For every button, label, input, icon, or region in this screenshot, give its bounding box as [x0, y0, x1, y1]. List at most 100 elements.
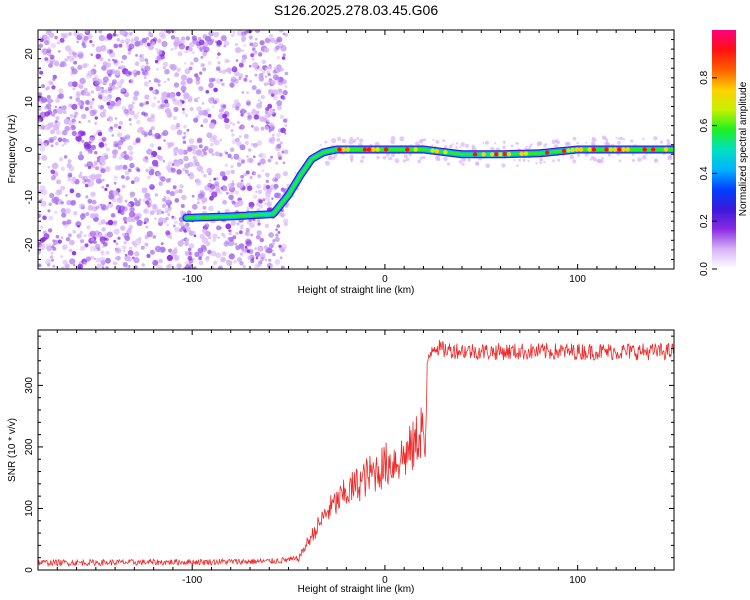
ridge-hotspot [608, 147, 613, 152]
noise-point [73, 115, 77, 119]
noise-point [163, 139, 166, 142]
noise-point [204, 223, 210, 229]
noise-point [107, 94, 113, 100]
noise-point [228, 194, 234, 200]
noise-point [184, 169, 189, 174]
noise-point [241, 54, 248, 60]
noise-point [154, 132, 161, 140]
noise-point [75, 97, 80, 102]
noise-point [143, 209, 148, 213]
noise-point [216, 56, 219, 60]
noise-point [198, 86, 204, 92]
noise-point [114, 69, 121, 76]
noise-point [86, 161, 94, 168]
noise-point [206, 132, 213, 139]
halo-point [356, 137, 360, 140]
noise-point [118, 85, 122, 89]
ridge-hotspot [574, 147, 580, 152]
noise-point [228, 182, 234, 189]
noise-point [283, 218, 289, 224]
halo-point [642, 155, 647, 160]
noise-point [227, 153, 232, 158]
snr-xlabel: Height of straight line (km) [298, 584, 415, 595]
noise-point [146, 253, 151, 258]
noise-point [157, 105, 163, 110]
noise-point [165, 210, 169, 213]
noise-point [120, 225, 126, 231]
noise-point [258, 52, 263, 57]
noise-point [77, 53, 84, 59]
noise-point [236, 182, 243, 189]
noise-point [152, 203, 158, 210]
noise-point [90, 174, 96, 180]
chart-title: S126.2025.278.03.45.G06 [273, 2, 439, 18]
halo-point [442, 139, 446, 143]
noise-point [43, 143, 48, 147]
noise-point [205, 108, 211, 113]
spectrogram-marks [38, 30, 674, 269]
noise-point [111, 213, 116, 218]
noise-point [261, 65, 266, 69]
noise-point [267, 65, 273, 70]
noise-point [111, 81, 116, 86]
noise-point [71, 251, 77, 256]
noise-point [149, 210, 155, 216]
halo-point [402, 159, 406, 163]
noise-point [207, 182, 213, 188]
y-tick-label: 10 [24, 96, 35, 108]
noise-point [107, 86, 113, 91]
noise-point [258, 204, 264, 209]
noise-point [144, 242, 149, 247]
noise-point [123, 92, 130, 98]
noise-point [56, 94, 61, 99]
noise-point [246, 155, 249, 158]
noise-point [200, 244, 207, 251]
noise-point [194, 158, 199, 163]
halo-point [423, 138, 427, 142]
noise-point [180, 204, 185, 208]
noise-point [79, 213, 86, 220]
noise-point [253, 155, 256, 159]
noise-point [160, 176, 166, 182]
noise-point [272, 133, 275, 137]
noise-point [73, 52, 79, 58]
noise-point [65, 207, 72, 214]
halo-point [459, 146, 462, 149]
noise-point [244, 231, 251, 237]
noise-point [56, 41, 60, 45]
noise-point [53, 196, 60, 203]
snr-ylabel: SNR (10 * v/v) [7, 418, 18, 482]
noise-point [71, 103, 78, 110]
noise-point [38, 112, 41, 116]
noise-point [146, 230, 153, 238]
noise-point [230, 156, 233, 160]
noise-point [108, 116, 114, 122]
noise-point [111, 197, 117, 203]
noise-point [224, 123, 231, 130]
noise-point [144, 217, 150, 223]
noise-point [99, 166, 103, 169]
halo-point [572, 136, 577, 141]
noise-point [214, 151, 220, 157]
noise-point [113, 239, 117, 243]
noise-point [161, 40, 168, 48]
noise-point [258, 153, 263, 158]
noise-point [83, 234, 87, 238]
halo-point [617, 141, 621, 145]
halo-point [577, 153, 580, 157]
noise-point [207, 113, 212, 118]
noise-point [225, 223, 232, 230]
noise-point [79, 245, 86, 252]
noise-point [50, 129, 56, 135]
noise-point [115, 86, 119, 90]
noise-point [284, 124, 288, 127]
halo-point [528, 145, 532, 149]
noise-point [284, 222, 288, 227]
noise-point [234, 242, 238, 246]
noise-point [39, 145, 46, 152]
halo-point [591, 137, 597, 143]
noise-point [236, 121, 240, 124]
noise-point [257, 174, 262, 179]
noise-point [38, 263, 42, 268]
noise-point [265, 184, 271, 190]
